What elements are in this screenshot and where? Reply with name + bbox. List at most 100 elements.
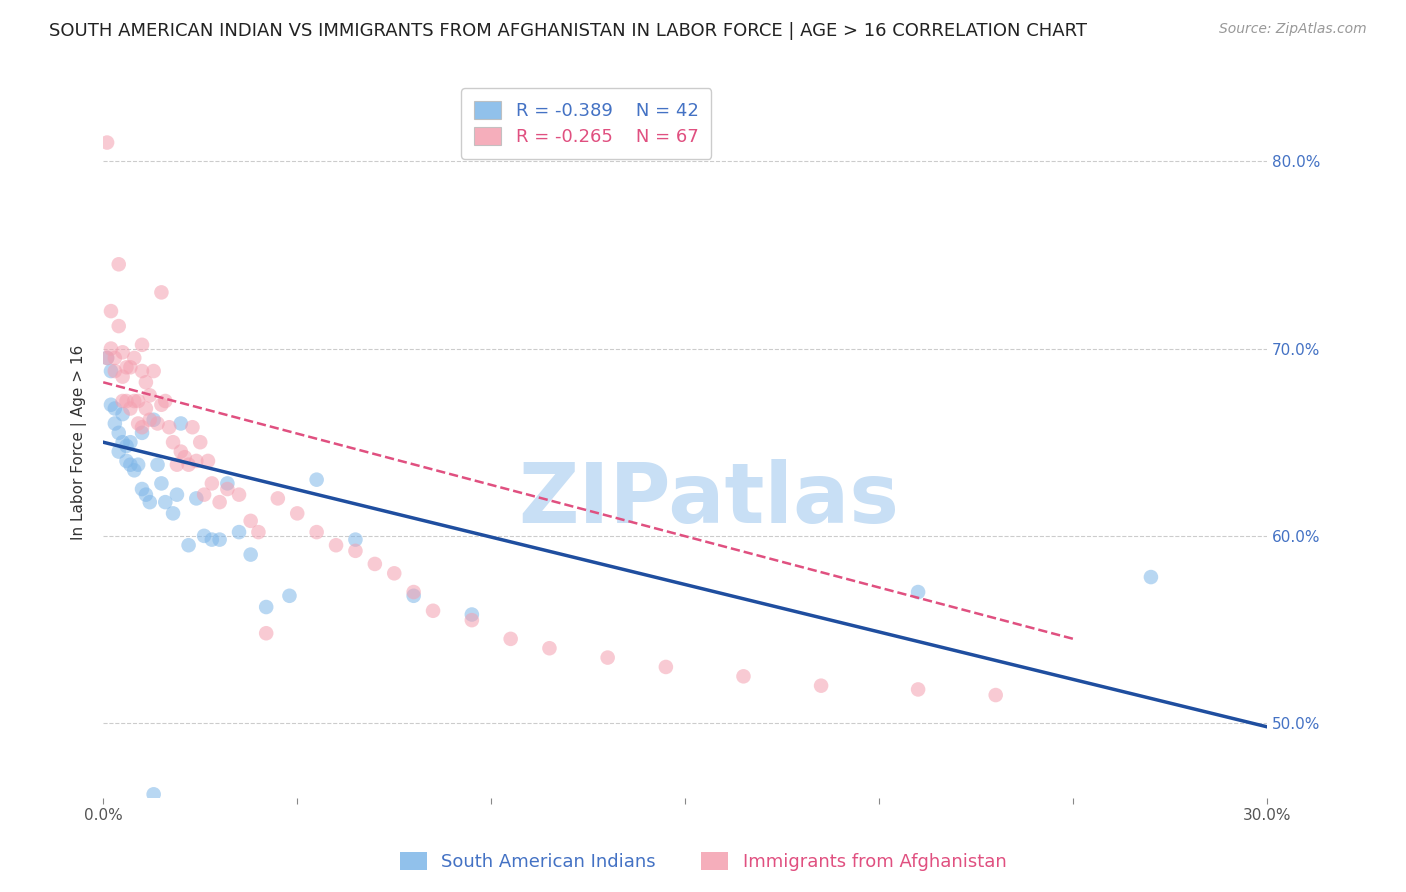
Point (122, 351, 145, 365)
Point (135, 376, 157, 390)
Point (177, 538, 200, 552)
Point (305, 473, 328, 487)
Point (111, 407, 134, 421)
Point (146, 417, 169, 431)
Point (96, 136, 118, 150)
Point (115, 439, 138, 453)
Point (127, 417, 149, 431)
Point (120, 360, 142, 375)
Point (100, 342, 122, 356)
Point (139, 495, 162, 509)
Point (162, 507, 184, 521)
Point (170, 444, 193, 458)
Point (100, 304, 122, 318)
Point (111, 369, 134, 384)
Point (239, 514, 262, 528)
Point (461, 613, 484, 627)
Point (104, 351, 127, 365)
Point (197, 454, 219, 468)
Point (810, 679, 832, 693)
Point (305, 525, 328, 540)
Point (120, 435, 142, 450)
Point (107, 425, 129, 440)
Point (907, 585, 929, 599)
Point (139, 413, 162, 427)
Point (122, 463, 145, 477)
Point (499, 632, 522, 646)
Point (166, 458, 188, 472)
Point (254, 626, 277, 640)
Point (344, 544, 367, 558)
Point (135, 401, 157, 416)
Point (115, 394, 138, 409)
Point (402, 585, 425, 599)
Point (461, 607, 484, 622)
Point (127, 394, 149, 409)
Point (186, 454, 208, 468)
Point (325, 538, 347, 552)
Point (173, 450, 195, 465)
Point (142, 364, 165, 378)
Point (107, 444, 129, 458)
Point (655, 660, 678, 674)
Point (188, 435, 211, 450)
Point (278, 589, 301, 603)
Point (157, 420, 180, 434)
Y-axis label: In Labor Force | Age > 16: In Labor Force | Age > 16 (72, 344, 87, 540)
Point (344, 533, 367, 547)
Point (104, 401, 127, 416)
Point (170, 417, 193, 431)
Point (201, 805, 224, 820)
Point (150, 476, 173, 491)
Point (162, 435, 184, 450)
Legend: R = -0.389    N = 42, R = -0.265    N = 67: R = -0.389 N = 42, R = -0.265 N = 67 (461, 88, 711, 159)
Point (111, 394, 134, 409)
Point (131, 482, 153, 496)
Point (538, 641, 561, 656)
Point (131, 364, 153, 378)
Point (166, 488, 188, 502)
Point (139, 388, 162, 402)
Point (131, 338, 153, 352)
Point (364, 557, 387, 571)
Point (127, 458, 149, 472)
Point (100, 364, 122, 378)
Point (107, 257, 129, 271)
Point (96, 351, 118, 365)
Point (382, 566, 405, 581)
Point (984, 688, 1007, 702)
Text: Source: ZipAtlas.com: Source: ZipAtlas.com (1219, 22, 1367, 37)
Point (596, 650, 619, 665)
Point (422, 604, 444, 618)
Point (239, 548, 262, 562)
Point (104, 364, 127, 378)
Point (247, 525, 270, 540)
Point (104, 417, 127, 431)
Point (146, 458, 169, 472)
Point (217, 482, 239, 496)
Point (193, 529, 215, 543)
Point (208, 533, 231, 547)
Point (217, 476, 239, 491)
Point (907, 682, 929, 697)
Point (100, 398, 122, 412)
Point (254, 600, 277, 615)
Point (115, 360, 138, 375)
Point (111, 345, 134, 359)
Point (150, 398, 173, 412)
Point (142, 413, 165, 427)
Point (131, 425, 153, 440)
Point (177, 458, 200, 472)
Point (285, 507, 308, 521)
Point (193, 488, 215, 502)
Point (142, 787, 165, 801)
Point (111, 435, 134, 450)
Legend: South American Indians, Immigrants from Afghanistan: South American Indians, Immigrants from … (392, 845, 1014, 879)
Point (115, 454, 138, 468)
Point (155, 495, 177, 509)
Point (228, 525, 250, 540)
Point (96, 351, 118, 365)
Point (208, 495, 231, 509)
Point (181, 420, 204, 434)
Point (267, 491, 290, 506)
